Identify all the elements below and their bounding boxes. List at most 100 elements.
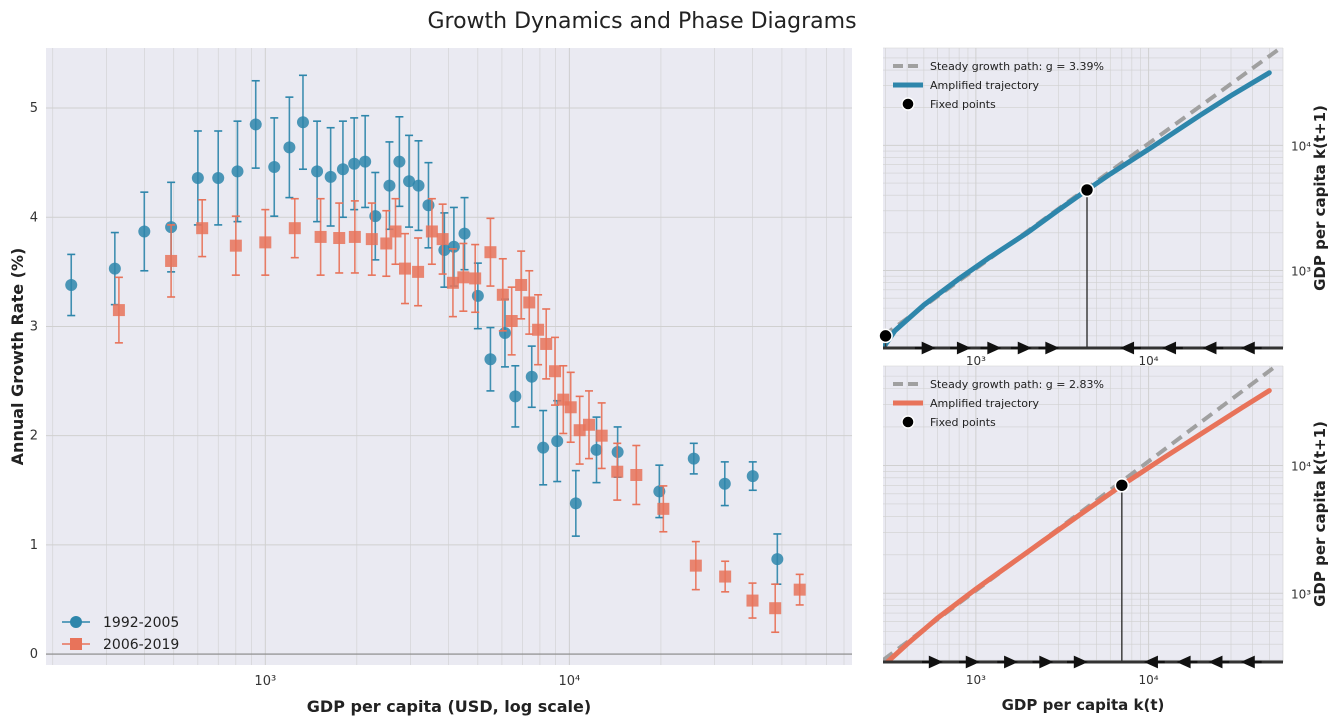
x-tick-label: 10³ [966,673,986,687]
data-point [191,171,204,184]
y-tick-label: 2 [30,429,38,444]
flow-arrow-left [1240,341,1262,355]
data-point [436,233,449,246]
data-point [573,424,586,437]
legend: Steady growth path: g = 3.39% Amplified t… [893,60,1104,111]
data-point [314,230,327,243]
data-point [525,370,538,383]
data-point [212,171,225,184]
data-point [793,583,806,596]
data-point [746,594,759,607]
legend-label: Amplified trajectory [930,397,1040,410]
data-point [412,265,425,278]
data-point [259,236,272,249]
flow-arrow-right [997,655,1019,669]
data-point [359,155,372,168]
data-point [540,337,553,350]
flow-arrow-left [1161,341,1183,355]
legend-label: Steady growth path: g = 3.39% [930,60,1104,73]
legend: Steady growth path: g = 2.83% Amplified t… [893,378,1104,429]
series-blue [65,74,784,585]
data-point [687,452,700,465]
data-point [324,170,337,183]
legend-label: Steady growth path: g = 2.83% [930,378,1104,391]
flow-arrow-right [1010,341,1032,355]
data-point [457,271,470,284]
flow-arrow-left [1143,655,1165,669]
data-point [229,239,242,252]
fixed-point [1079,182,1095,198]
data-point [231,165,244,178]
data-point [383,179,396,192]
data-point [769,602,782,615]
fixed-point [878,328,893,344]
data-point [523,296,536,309]
data-point [348,157,361,170]
data-point [718,477,731,490]
plot-area [883,48,1283,348]
x-tick-label: 10⁴ [1139,354,1159,368]
x-axis-label: GDP per capita k(t) [1002,696,1165,714]
flow-arrow-left [1202,341,1224,355]
flow-arrow-right [1032,655,1054,669]
x-tick-label: 10⁴ [1139,673,1159,687]
data-point [595,429,608,442]
data-point [590,443,603,456]
data-point [447,240,460,253]
data-point [348,230,361,243]
flow-arrow-right [958,655,980,669]
y-tick-label: 10³ [1291,587,1311,601]
data-point [403,175,416,188]
flow-arrow-right [950,341,972,355]
data-point [380,237,393,250]
data-point [389,225,402,238]
data-point [249,118,262,131]
data-point [425,225,438,238]
legend-label: 2006-2019 [103,637,179,653]
flow-arrow-right [922,655,943,669]
data-point [582,418,595,431]
data-point [551,435,564,448]
data-point [471,289,484,302]
y-tick-label: 10⁴ [1291,459,1311,473]
x-tick-label: 10⁴ [559,674,581,689]
data-point [296,116,309,129]
data-point [65,278,78,291]
data-point [505,315,518,328]
data-point [138,225,151,238]
data-point [653,485,666,498]
data-point [288,222,301,235]
y-tick-label: 1 [30,538,38,553]
flow-arrow-left [1240,655,1262,669]
data-point [719,570,732,583]
legend-marker [901,415,915,429]
x-tick-label: 10³ [254,674,276,689]
data-point [399,262,412,275]
data-point [108,262,121,275]
data-point [569,497,582,510]
data-point [657,502,670,515]
legend-marker [70,616,82,628]
flow-arrow-right [1038,341,1060,355]
data-point [484,246,497,259]
data-point [564,401,577,414]
flow-arrow-right [1067,655,1088,669]
y-tick-label: 5 [30,101,38,116]
data-point [498,327,511,340]
y-tick-label: 3 [30,319,38,334]
y-tick-label: 10³ [1291,264,1311,278]
trajectory-line [883,70,1272,348]
y-axis-label: GDP per capita k(t+1) [1311,105,1329,291]
data-point [458,227,471,240]
y-tick-label: 4 [30,210,38,225]
data-point [689,559,702,572]
legend-label: Amplified trajectory [930,79,1040,92]
data-point [496,288,509,301]
x-tick-label: 10³ [966,354,986,368]
data-point [515,278,528,291]
data-point [196,222,209,235]
data-point [771,553,784,566]
